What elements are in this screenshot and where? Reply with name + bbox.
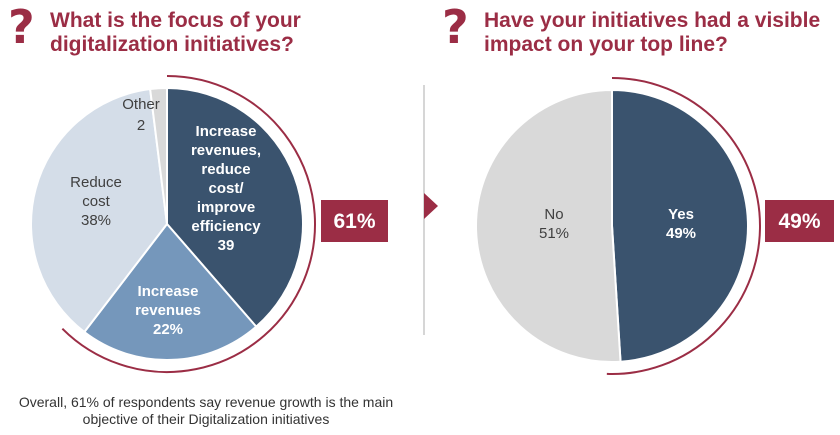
footnote-line-1: Overall, 61% of respondents say revenue … <box>18 394 394 410</box>
right-callout-background <box>765 200 834 242</box>
pie-slice-reduce-cost <box>30 87 169 334</box>
right-pie-chart: Yes 49% No 51% <box>475 88 749 363</box>
pie-slice-other <box>149 86 168 225</box>
arrow-chevron-icon <box>424 193 438 219</box>
right-title-line-1: Have your initiatives had a visible <box>484 9 821 32</box>
pie-slice-no <box>475 88 622 363</box>
slice-label-reduce-cost: Reduce cost 38% <box>70 174 122 229</box>
right-highlight-arc <box>606 77 761 375</box>
left-title-line-1: What is the focus of your <box>50 9 301 32</box>
question-mark-icon: ? <box>442 0 469 54</box>
slice-label-increase-revenues: Increase revenues 22% <box>135 283 201 338</box>
question-mark-icon: ? <box>8 0 35 54</box>
left-title-line-2: digitalization initiatives? <box>50 33 294 56</box>
footnote: Overall, 61% of respondents say revenue … <box>0 394 412 428</box>
left-callout-background <box>321 200 388 242</box>
right-title-line-2: impact on your top line? <box>484 33 728 56</box>
left-highlight-arc <box>61 75 316 373</box>
left-pie-chart: Increase revenues, reduce cost/improve effic… <box>30 86 304 361</box>
pie-slice-increase-revenues <box>82 222 258 361</box>
right-callout-box: 49% <box>765 200 834 242</box>
left-question-title: What is the focus of your digitalization… <box>50 9 301 57</box>
left-callout-box: 61% <box>321 200 388 242</box>
pie-slice-yes <box>611 88 749 363</box>
right-callout-value: 49% <box>778 210 820 233</box>
slice-label-other: Other 2 <box>122 96 160 134</box>
slice-label-yes: Yes 49% <box>666 206 696 242</box>
slice-label-no: No 51% <box>539 206 569 242</box>
footnote-line-2: objective of their Digitalization initia… <box>82 411 330 427</box>
left-callout-value: 61% <box>333 210 375 233</box>
pie-slice-increase-revenues-reduce-cost-improve-efficiency <box>166 86 304 329</box>
left-highlight-arc-line <box>61 75 316 373</box>
right-highlight-arc-line <box>606 77 761 375</box>
right-question-title: Have your initiatives had a visible impa… <box>484 9 820 57</box>
slice-label-increase-revenues-reduce-cost-improve-efficiency: Increase revenues, reduce cost/improve effic… <box>191 123 261 254</box>
